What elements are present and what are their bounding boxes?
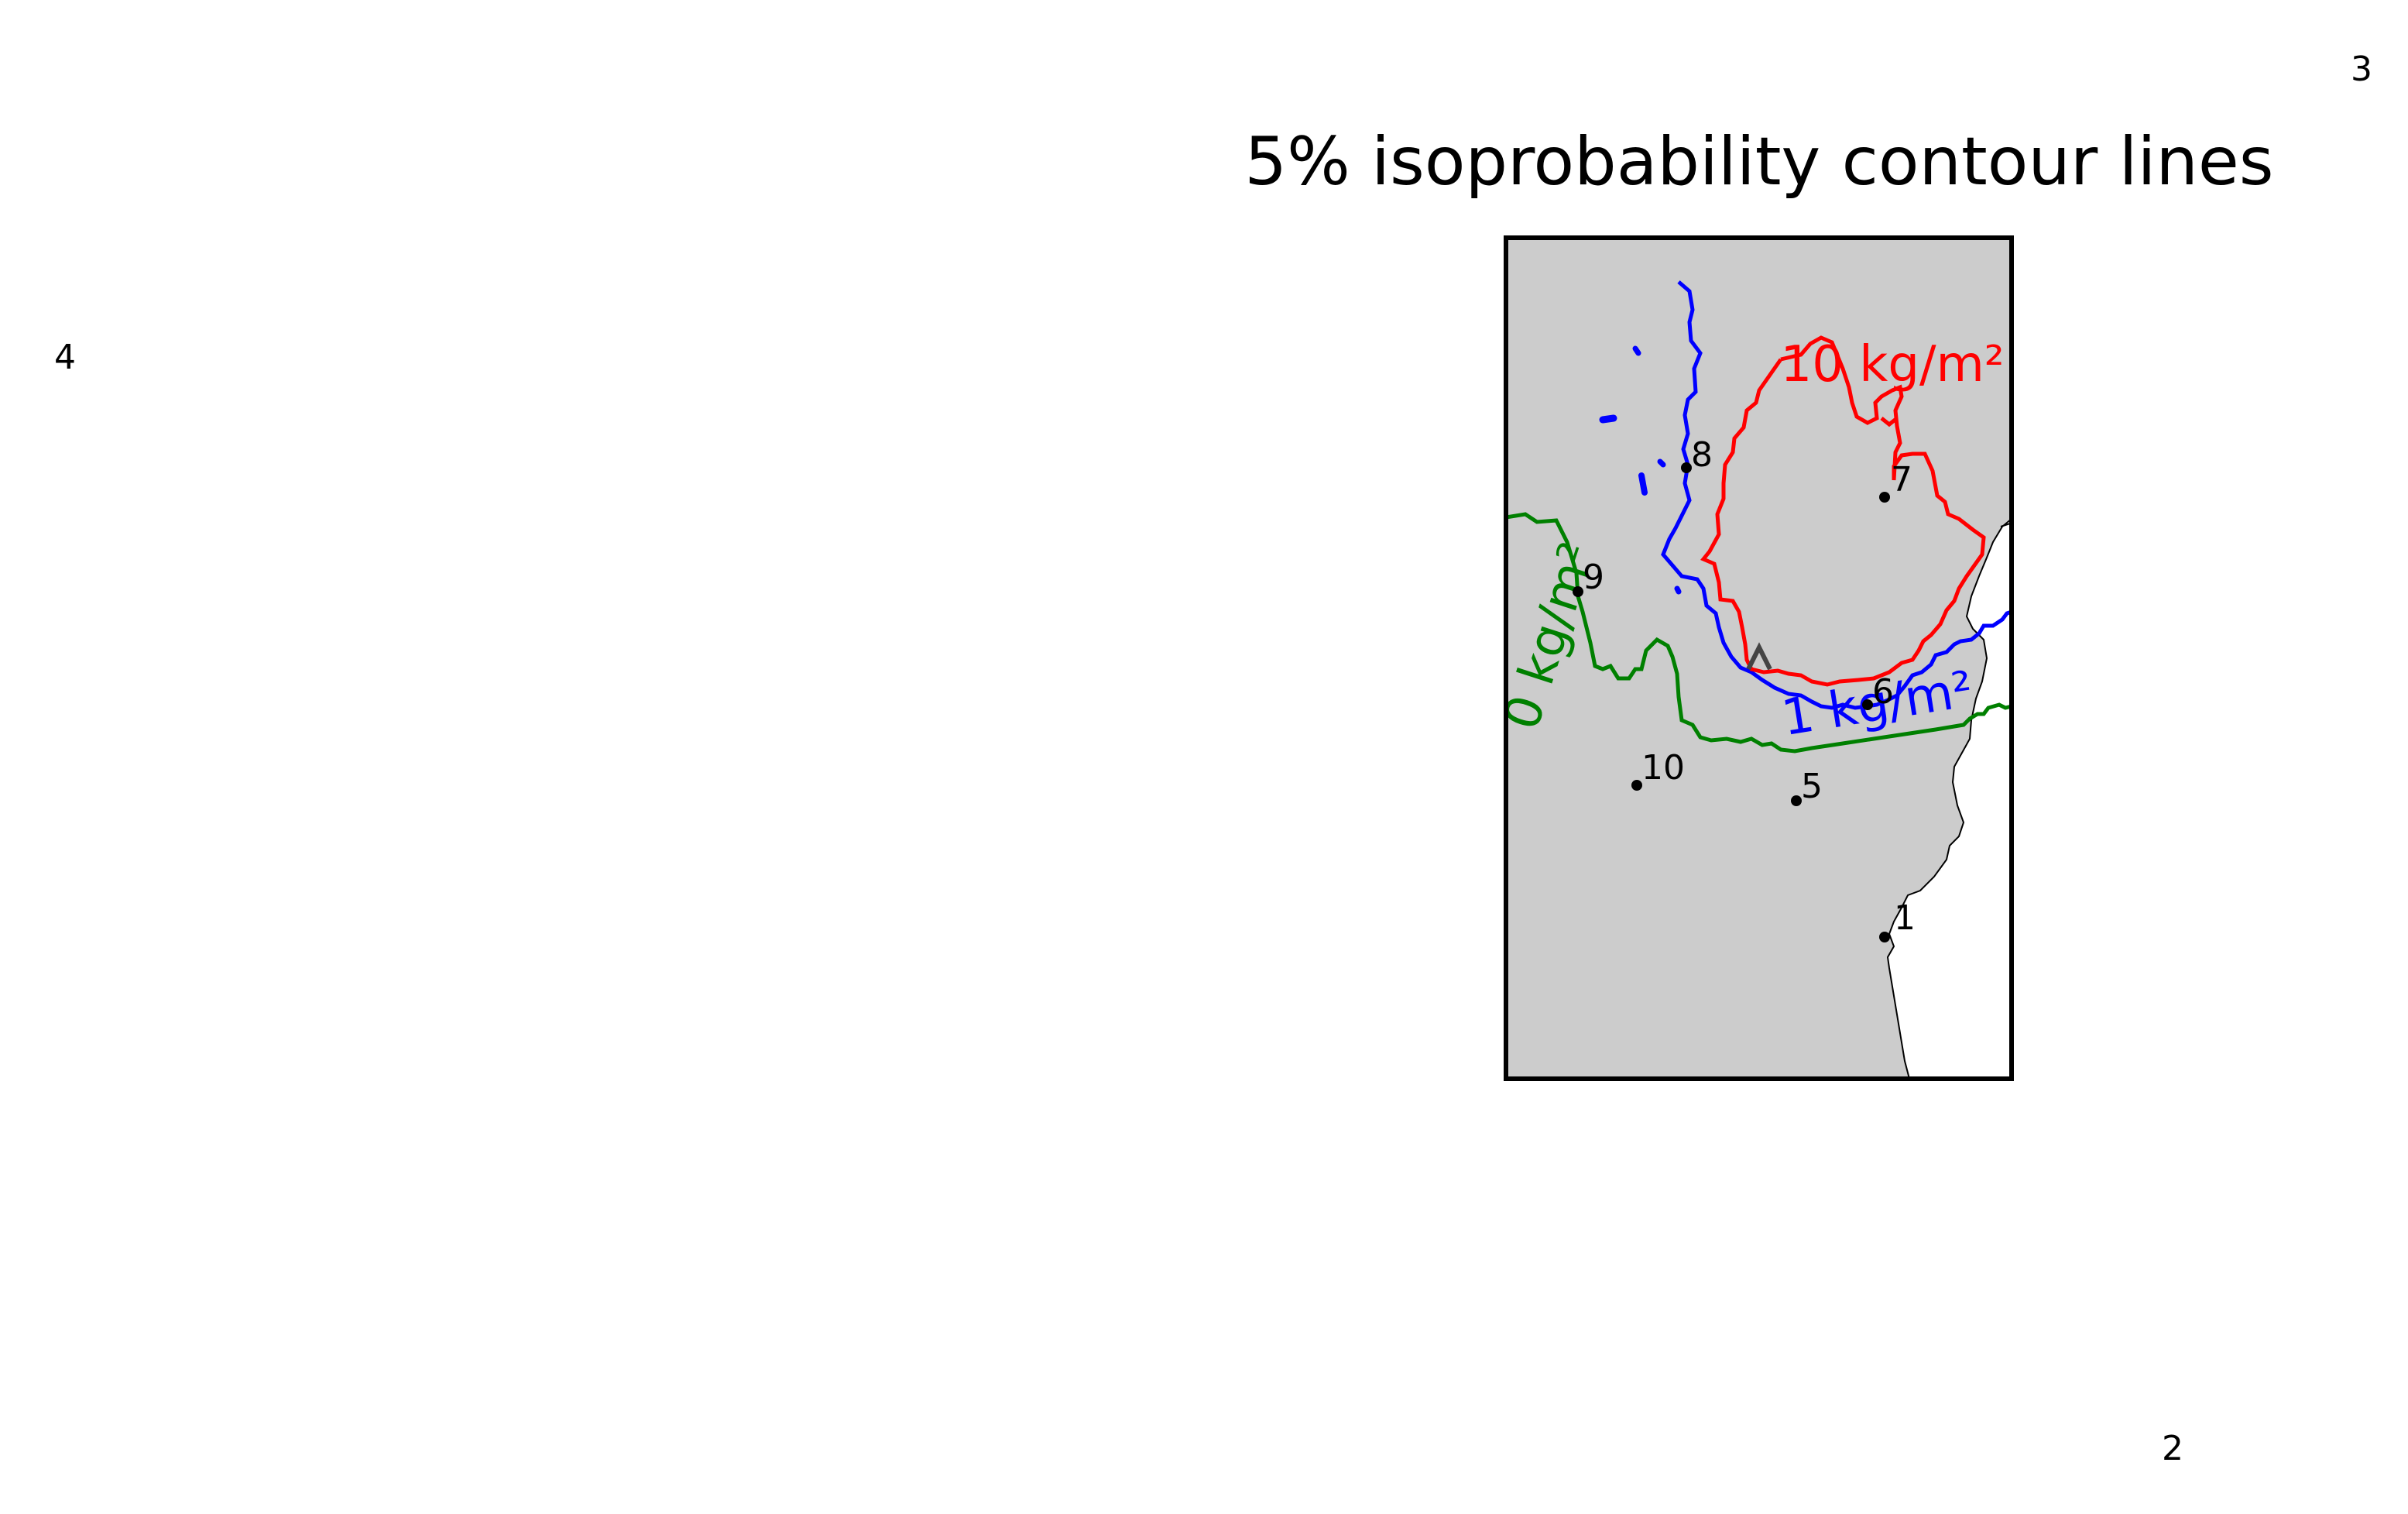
- stray-label-2: 2: [2162, 1429, 2183, 1468]
- contour-1-blob: [1599, 414, 1617, 424]
- sea-area: [1886, 517, 2012, 1079]
- coast-tick: [2000, 523, 2011, 527]
- site-10: 10: [1631, 748, 1685, 791]
- site-label: 1: [1894, 898, 1916, 938]
- map-frame: [1504, 235, 2014, 1081]
- site-1: 1: [1879, 898, 1916, 942]
- contour-1-blob: [1657, 458, 1666, 468]
- site-label: 9: [1583, 558, 1604, 597]
- site-label: 8: [1691, 435, 1713, 475]
- contour-1-line: [1661, 280, 2012, 710]
- contour-1-blob: [1638, 472, 1648, 496]
- site-5: 5: [1791, 767, 1823, 806]
- contour-1-blob: [1632, 345, 1641, 356]
- site-8: 8: [1681, 435, 1713, 475]
- site-6: 6: [1862, 672, 1894, 712]
- stray-label-3: 3: [2351, 50, 2372, 89]
- site-9: 9: [1573, 558, 1604, 597]
- site-label: 6: [1872, 672, 1894, 712]
- site-label: 7: [1891, 460, 1912, 500]
- map-panel: 10 kg/m² 1 kg/m² 0 kg/m² 1 5 6 7 8 9: [1493, 235, 2014, 1081]
- contour-10-line: [1700, 335, 1986, 687]
- contour-10-label: 10 kg/m²: [1780, 336, 2004, 393]
- contour-1-blob: [1674, 585, 1682, 595]
- volcano-triangle-icon: [1746, 642, 1772, 671]
- site-7: 7: [1879, 460, 1912, 503]
- site-label: 10: [1641, 748, 1685, 788]
- contour-10-notch: [1880, 417, 1899, 427]
- site-label: 5: [1801, 767, 1823, 806]
- stray-label-4: 4: [54, 338, 76, 377]
- contour-0-line: [1506, 512, 2012, 754]
- map-title: 5% isoprobability contour lines: [1244, 123, 2273, 201]
